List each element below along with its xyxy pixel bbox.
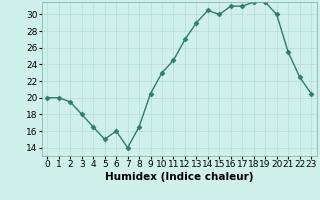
X-axis label: Humidex (Indice chaleur): Humidex (Indice chaleur)	[105, 172, 253, 182]
